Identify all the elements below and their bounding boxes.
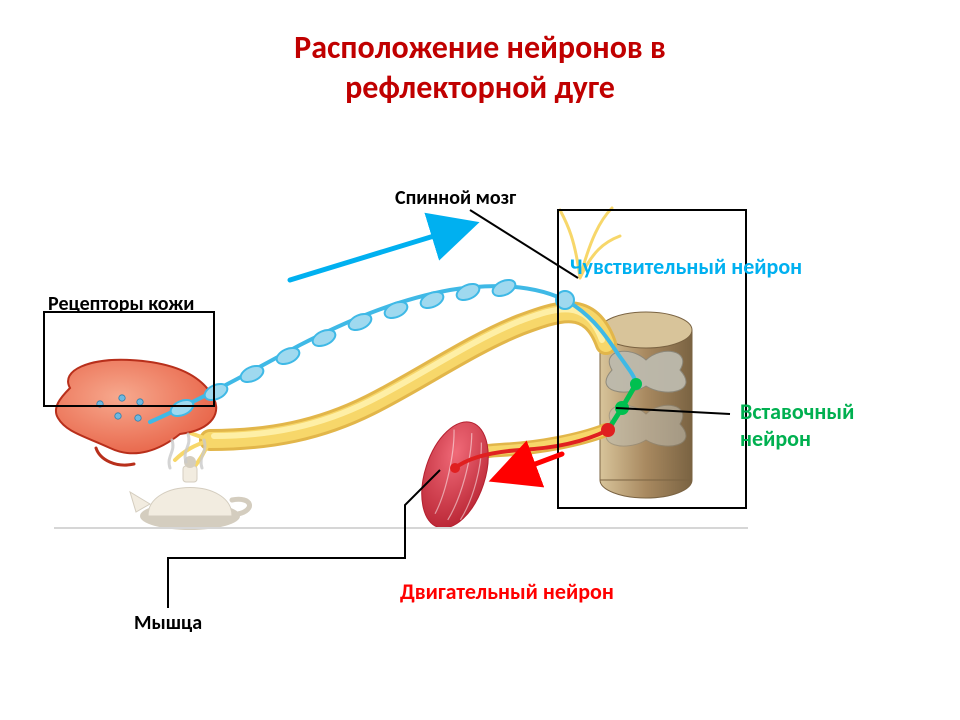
label-spinal-cord: Спинной мозг	[395, 186, 516, 210]
leader-spinal	[470, 210, 578, 278]
arrow-sensory	[290, 225, 470, 280]
label-motor-neuron: Двигательный нейрон	[400, 578, 614, 605]
label-sensory-neuron: Чувствительный нейрон	[570, 253, 802, 280]
label-interneuron-2: нейрон	[740, 425, 811, 452]
label-skin-receptors: Рецепторы кожи	[48, 292, 194, 316]
label-interneuron-1: Вставочный	[740, 398, 854, 425]
label-muscle: Мышца	[134, 611, 202, 635]
arrow-motor	[498, 454, 562, 478]
